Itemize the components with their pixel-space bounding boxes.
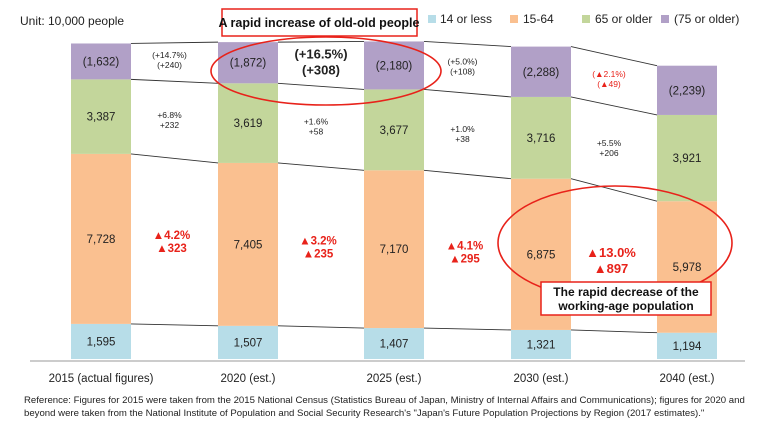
working-age-callout-line1: The rapid decrease of the bbox=[553, 285, 699, 299]
bar-14-or-less-3 bbox=[364, 328, 424, 359]
bar-15-64-3 bbox=[364, 170, 424, 329]
value-label-75-or-older-5: (2,239) bbox=[669, 85, 706, 97]
legend-label-15-64: 15-64 bbox=[523, 12, 554, 26]
value-label-15-64-5: 5,978 bbox=[673, 262, 702, 274]
value-label-75-or-older-3: (2,180) bbox=[376, 60, 413, 72]
change-label-75-or-older-3-line-2: (+108) bbox=[450, 67, 475, 77]
bar-15-64-1 bbox=[71, 153, 131, 324]
change-label-65-or-older-1-line-1: +6.8% bbox=[157, 110, 182, 120]
value-label-14-or-less-4: 1,321 bbox=[527, 339, 556, 351]
value-label-15-64-4: 6,875 bbox=[527, 249, 556, 261]
change-label-75-or-older-2-line-1: (+16.5%) bbox=[294, 47, 347, 62]
connector-line-14-or-less-2 bbox=[277, 325, 365, 329]
value-label-75-or-older-1: (1,632) bbox=[83, 56, 120, 68]
change-label-15-64-2-line-1: ▲3.2% bbox=[299, 235, 337, 247]
bar-14-or-less-5 bbox=[657, 332, 717, 359]
bar-75-or-older-2 bbox=[218, 42, 278, 84]
change-label-15-64-3-line-1: ▲4.1% bbox=[446, 240, 484, 252]
legend-swatch-15-64 bbox=[510, 15, 518, 23]
connector-line-15-64-2 bbox=[277, 162, 365, 171]
connector-line-14-or-less-1 bbox=[130, 323, 219, 327]
connector-line-65-or-older-3 bbox=[423, 88, 512, 98]
x-tick-label-2: 2020 (est.) bbox=[221, 373, 276, 385]
connector-line-75-or-older-2 bbox=[277, 41, 365, 43]
bar-15-64-2 bbox=[218, 162, 278, 326]
bar-14-or-less-1 bbox=[71, 323, 131, 359]
change-label-75-or-older-1-line-1: (+14.7%) bbox=[152, 50, 187, 60]
x-tick-label-3: 2025 (est.) bbox=[367, 373, 422, 385]
bar-75-or-older-4 bbox=[511, 46, 571, 97]
bar-65-or-older-3 bbox=[364, 89, 424, 171]
value-label-14-or-less-3: 1,407 bbox=[380, 339, 409, 351]
legend-label-75-or-older: (75 or older) bbox=[674, 12, 739, 26]
value-label-15-64-3: 7,170 bbox=[380, 244, 409, 256]
connector-line-75-or-older-1 bbox=[130, 41, 219, 44]
bar-75-or-older-1 bbox=[71, 43, 131, 80]
value-label-15-64-2: 7,405 bbox=[234, 239, 263, 251]
value-label-65-or-older-4: 3,716 bbox=[527, 133, 556, 145]
value-label-65-or-older-5: 3,921 bbox=[673, 153, 702, 165]
change-label-15-64-4-line-1: ▲13.0% bbox=[586, 245, 636, 260]
change-label-75-or-older-4-line-1: (▲2.1%) bbox=[592, 69, 626, 79]
change-label-65-or-older-4-line-2: +206 bbox=[599, 148, 618, 158]
change-label-65-or-older-3-line-1: +1.0% bbox=[450, 124, 475, 134]
legend-swatch-65-or-older bbox=[582, 15, 590, 23]
legend-label-14-or-less: 14 or less bbox=[440, 12, 492, 26]
unit-label: Unit: 10,000 people bbox=[20, 14, 125, 28]
value-label-75-or-older-2: (1,872) bbox=[230, 58, 267, 70]
working-age-callout-line2: working-age population bbox=[557, 299, 693, 313]
bar-14-or-less-4 bbox=[511, 329, 571, 359]
change-label-65-or-older-4-line-1: +5.5% bbox=[597, 138, 622, 148]
change-label-65-or-older-3-line-2: +38 bbox=[455, 134, 470, 144]
change-label-75-or-older-3-line-1: (+5.0%) bbox=[448, 57, 478, 67]
change-label-15-64-3-line-2: ▲295 bbox=[449, 253, 480, 265]
change-label-65-or-older-1-line-2: +232 bbox=[160, 120, 179, 130]
x-tick-label-1: 2015 (actual figures) bbox=[49, 373, 154, 385]
connector-line-15-64-3 bbox=[423, 169, 512, 180]
bar-65-or-older-5 bbox=[657, 114, 717, 202]
bar-14-or-less-2 bbox=[218, 325, 278, 359]
connector-line-15-64-1 bbox=[130, 153, 219, 164]
change-label-65-or-older-2-line-2: +58 bbox=[309, 126, 324, 136]
connector-line-14-or-less-4 bbox=[570, 329, 658, 334]
value-label-65-or-older-2: 3,619 bbox=[234, 118, 263, 130]
value-label-65-or-older-1: 3,387 bbox=[87, 112, 116, 124]
chart-legend: 14 or less 15-64 65 or older (75 or olde… bbox=[428, 12, 739, 26]
connector-line-65-or-older-1 bbox=[130, 78, 219, 84]
x-tick-label-5: 2040 (est.) bbox=[660, 373, 715, 385]
bar-65-or-older-1 bbox=[71, 79, 131, 154]
change-label-75-or-older-4-line-2: (▲49) bbox=[597, 79, 621, 89]
value-label-15-64-1: 7,728 bbox=[87, 234, 116, 246]
change-label-15-64-1-line-1: ▲4.2% bbox=[153, 230, 191, 242]
change-label-75-or-older-1-line-2: (+240) bbox=[157, 60, 182, 70]
legend-label-65-or-older: 65 or older bbox=[595, 12, 652, 26]
connector-line-65-or-older-2 bbox=[277, 82, 365, 90]
value-label-14-or-less-2: 1,507 bbox=[234, 337, 263, 349]
connector-line-75-or-older-3 bbox=[423, 41, 512, 48]
value-label-14-or-less-1: 1,595 bbox=[87, 336, 116, 348]
change-label-15-64-1-line-2: ▲323 bbox=[156, 243, 187, 255]
value-label-65-or-older-3: 3,677 bbox=[380, 125, 409, 137]
legend-swatch-14-or-less bbox=[428, 15, 436, 23]
connector-line-14-or-less-3 bbox=[423, 327, 512, 331]
change-label-15-64-4-line-2: ▲897 bbox=[594, 261, 629, 276]
connector-line-15-64-4 bbox=[570, 178, 658, 202]
old-old-callout-box bbox=[221, 8, 418, 37]
x-tick-label-4: 2030 (est.) bbox=[514, 373, 569, 385]
working-age-callout-box bbox=[540, 281, 712, 316]
population-stacked-bar-chart: 1,595 7,728 3,387 (1,632) 2015 (actual figur… bbox=[30, 8, 745, 385]
bar-75-or-older-5 bbox=[657, 65, 717, 115]
change-label-75-or-older-2-line-2: (+308) bbox=[302, 63, 340, 78]
old-old-highlight-ellipse bbox=[210, 36, 442, 106]
old-old-callout-text: A rapid increase of old-old people bbox=[219, 16, 420, 30]
legend-swatch-75-or-older bbox=[661, 15, 669, 23]
connector-line-65-or-older-4 bbox=[570, 96, 658, 116]
value-label-75-or-older-4: (2,288) bbox=[523, 67, 560, 79]
reference-note: Reference: Figures for 2015 were taken f… bbox=[24, 395, 745, 419]
change-label-65-or-older-2-line-1: +1.6% bbox=[304, 116, 329, 126]
bar-65-or-older-4 bbox=[511, 96, 571, 179]
value-label-14-or-less-5: 1,194 bbox=[673, 341, 702, 353]
change-label-15-64-2-line-2: ▲235 bbox=[303, 248, 334, 260]
connector-line-75-or-older-4 bbox=[570, 46, 658, 67]
